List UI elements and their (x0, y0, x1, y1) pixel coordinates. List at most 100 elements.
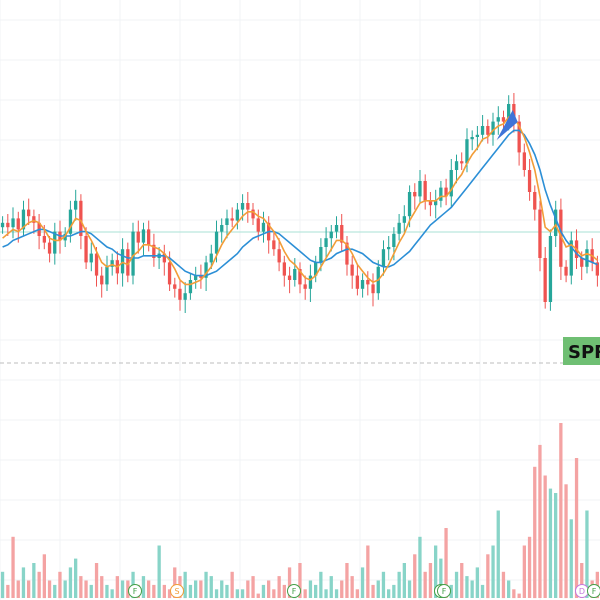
volume-bar (418, 536, 422, 598)
event-marker-label: D (579, 587, 585, 596)
volume-bar (319, 571, 323, 599)
signal-label-background (563, 337, 600, 365)
volume-bar (94, 563, 99, 598)
candle-body (444, 187, 448, 197)
volume-bar (444, 528, 448, 598)
candle-body (585, 249, 589, 267)
volume-bar (423, 571, 427, 599)
candle-body (63, 233, 67, 241)
candle-body (173, 284, 177, 289)
volume-bar (434, 545, 438, 598)
volume-bar (246, 580, 250, 598)
candle-body (209, 253, 213, 263)
volume-bar (480, 584, 485, 598)
volume-bar (350, 576, 354, 598)
volume-bar (381, 571, 386, 599)
volume-bar (58, 571, 62, 599)
candle-body (84, 236, 88, 263)
candle-body (428, 200, 433, 206)
candle-body (507, 104, 511, 122)
event-markers: FSFFFDF (128, 584, 600, 598)
volume-bar (277, 576, 281, 598)
volume-bar (517, 593, 521, 598)
volume-bar (554, 493, 558, 598)
event-marker (287, 584, 301, 598)
volume-bar (167, 589, 172, 599)
volume-bar (79, 576, 83, 598)
volume-bars (0, 423, 599, 599)
candle-body (178, 288, 182, 300)
candle-body (167, 262, 172, 285)
volume-bar (110, 589, 114, 599)
candle-body (194, 275, 198, 280)
volume-bar (559, 423, 563, 598)
candle-body (204, 262, 208, 278)
candle-body (496, 117, 500, 122)
signal-label-text: SPR (568, 342, 600, 363)
candle-body (538, 209, 542, 258)
candle-body (225, 218, 229, 225)
candle-body (454, 161, 459, 170)
candle-body (282, 262, 286, 276)
candle-body (527, 170, 532, 192)
volume-bar (162, 584, 166, 598)
volume-bar (209, 576, 213, 598)
candle-body (110, 260, 114, 267)
volume-bar (585, 510, 589, 598)
candle-body (220, 225, 224, 232)
volume-bar (42, 554, 46, 599)
volume-bar (512, 589, 516, 599)
volume-bar (413, 554, 417, 599)
candle-body (89, 253, 93, 263)
volume-bar (105, 584, 109, 598)
candle-body (355, 275, 359, 289)
volume-bar (282, 584, 286, 598)
volume-bar (141, 576, 146, 598)
candle-body (183, 293, 187, 300)
candle-body (413, 192, 417, 197)
candle-body (94, 253, 99, 276)
candle-body (559, 209, 563, 267)
volume-bar (298, 563, 302, 598)
volume-bar (355, 589, 359, 599)
volume-bar (27, 580, 31, 598)
candle-body (298, 269, 302, 285)
candle-body (21, 209, 26, 230)
event-marker (128, 584, 142, 598)
volume-bar (533, 466, 537, 599)
candle-body (308, 275, 313, 289)
volume-bar (47, 580, 52, 598)
candle-body (407, 192, 412, 217)
volume-bar (63, 580, 67, 598)
volume-bar (402, 563, 406, 598)
volume-bar (272, 589, 276, 599)
candle-body (251, 209, 255, 219)
candle-body (360, 280, 365, 289)
volume-bar (345, 563, 349, 598)
volume-bar (235, 589, 239, 599)
candle-body (303, 284, 307, 289)
volume-bar (32, 563, 36, 598)
volume-bar (89, 584, 93, 598)
candle-body (293, 269, 297, 280)
volume-bar (527, 536, 532, 598)
volume-bar (120, 580, 125, 598)
volume-bar (303, 589, 307, 599)
volume-bar (340, 580, 344, 598)
volume-bar (392, 584, 396, 598)
candle-body (522, 152, 526, 170)
volume-bar (569, 519, 573, 599)
candle-body (381, 249, 386, 267)
volume-bar (261, 584, 266, 598)
volume-bar (366, 545, 370, 598)
volume-bar (334, 589, 339, 599)
moving-averages (2, 116, 598, 286)
candle-body (387, 247, 391, 250)
candle-body (329, 231, 333, 239)
volume-bar (214, 589, 219, 599)
candle-body (580, 258, 584, 267)
volume-bar (251, 576, 255, 598)
volume-bar (376, 580, 380, 598)
candle-body (345, 242, 349, 265)
volume-bar (287, 567, 292, 598)
